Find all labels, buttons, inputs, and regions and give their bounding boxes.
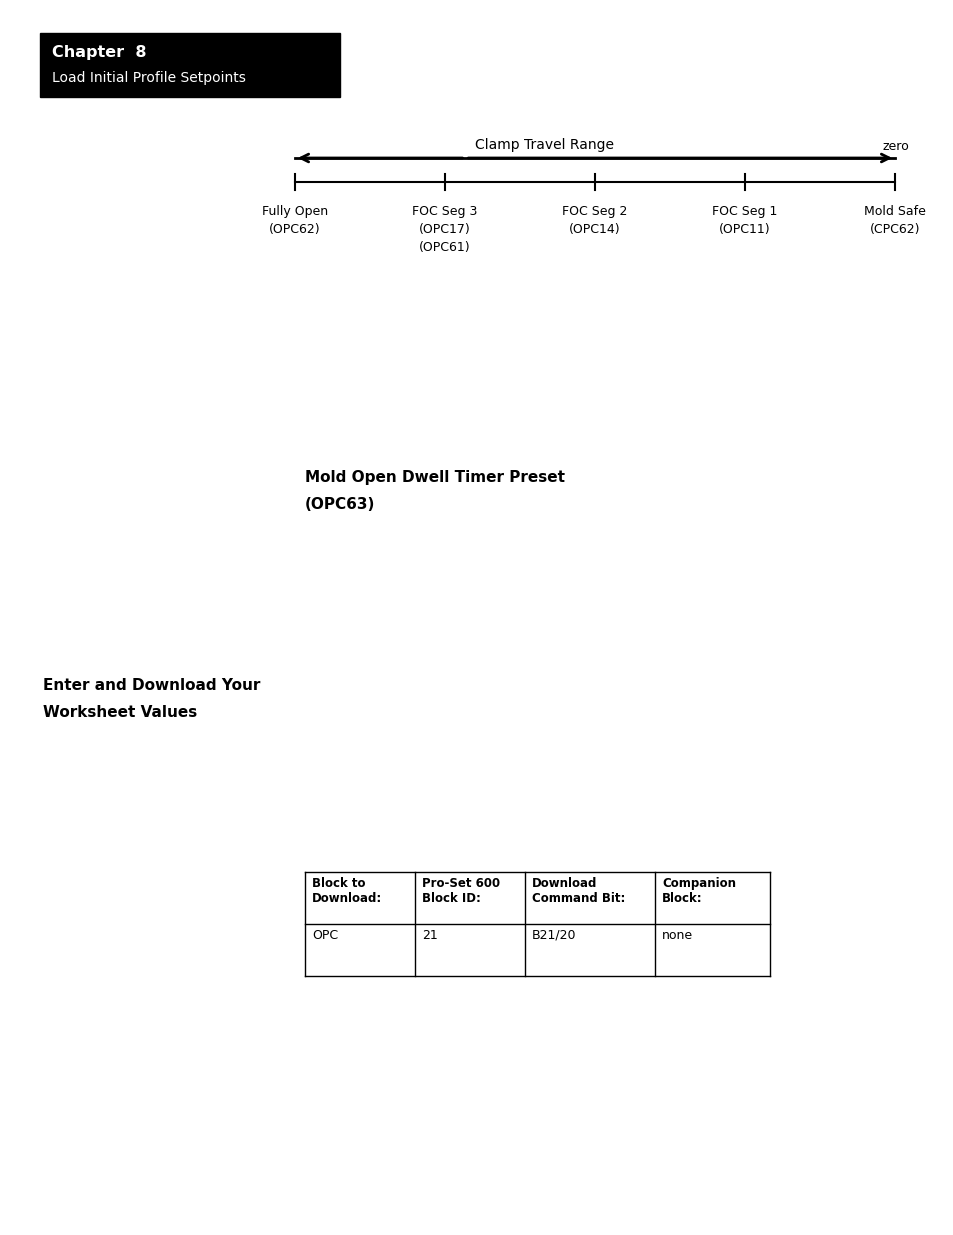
Text: Pro-Set 600
Block ID:: Pro-Set 600 Block ID: — [421, 877, 499, 905]
Text: Chapter  8: Chapter 8 — [52, 46, 147, 61]
Text: Download
Command Bit:: Download Command Bit: — [532, 877, 625, 905]
Text: (OPC63): (OPC63) — [305, 496, 375, 513]
Text: Fully Open: Fully Open — [262, 205, 328, 219]
Text: B21/20: B21/20 — [532, 929, 576, 942]
Text: (OPC61): (OPC61) — [418, 241, 471, 254]
Text: Block to
Download:: Block to Download: — [312, 877, 382, 905]
Text: Mold Open Dwell Timer Preset: Mold Open Dwell Timer Preset — [305, 471, 564, 485]
Text: Load Initial Profile Setpoints: Load Initial Profile Setpoints — [52, 70, 246, 85]
Text: (CPC62): (CPC62) — [869, 224, 920, 236]
Text: zero: zero — [882, 140, 908, 152]
Text: (OPC11): (OPC11) — [719, 224, 770, 236]
Text: OPC: OPC — [312, 929, 337, 942]
Text: (OPC62): (OPC62) — [269, 224, 320, 236]
Text: Enter and Download Your: Enter and Download Your — [43, 678, 260, 693]
Text: FOC Seg 1: FOC Seg 1 — [712, 205, 777, 219]
Text: (OPC17): (OPC17) — [418, 224, 471, 236]
Text: none: none — [661, 929, 693, 942]
Text: Worksheet Values: Worksheet Values — [43, 705, 197, 720]
Text: Mold Safe: Mold Safe — [863, 205, 925, 219]
Text: FOC Seg 3: FOC Seg 3 — [412, 205, 477, 219]
Text: 21: 21 — [421, 929, 437, 942]
Bar — [40, 33, 339, 98]
Text: Companion
Block:: Companion Block: — [661, 877, 735, 905]
Text: FOC Seg 2: FOC Seg 2 — [561, 205, 627, 219]
Text: Clamp Travel Range: Clamp Travel Range — [475, 138, 614, 152]
Text: (OPC14): (OPC14) — [569, 224, 620, 236]
